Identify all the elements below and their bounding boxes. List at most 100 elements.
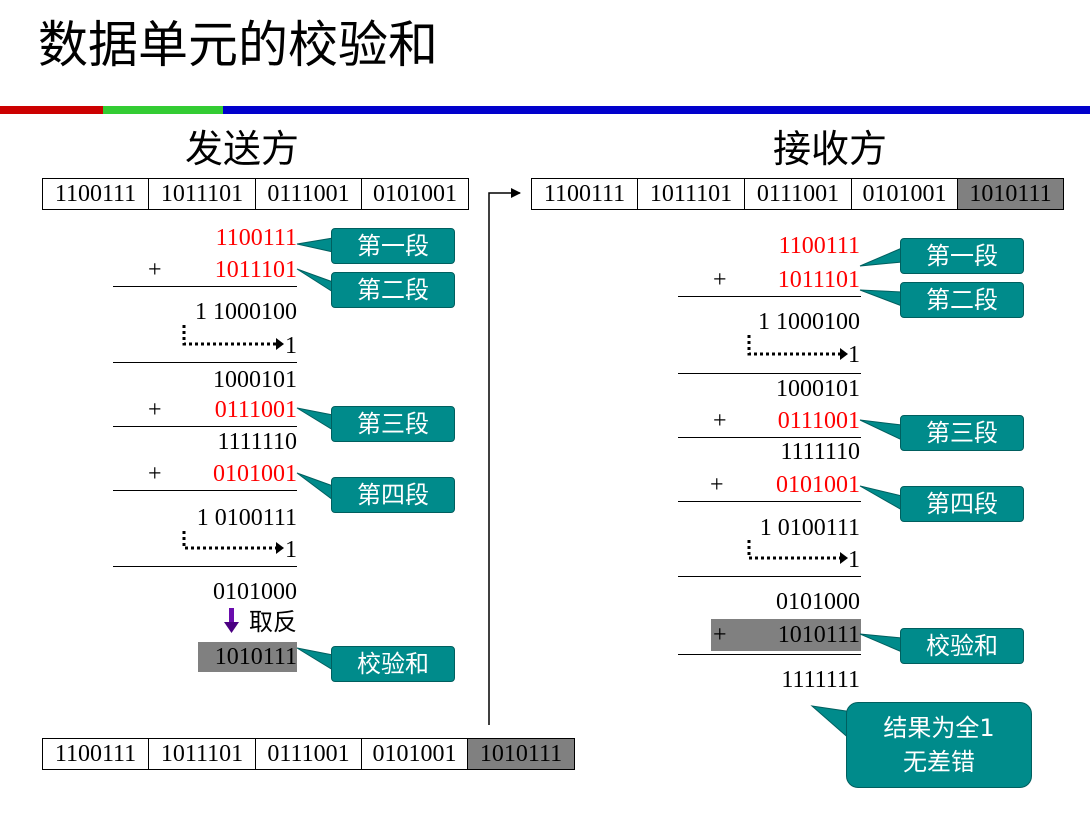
sum-rule — [678, 576, 861, 577]
sum-rule — [678, 654, 861, 655]
receiver-seg3: 0111001 — [777, 408, 860, 434]
result-callout: 结果为全1 无差错 — [846, 702, 1032, 788]
sum-rule — [113, 566, 297, 567]
plus-sign: + — [148, 397, 162, 423]
sum-rule — [678, 296, 861, 297]
checksum-cell: 1010111 — [958, 179, 1063, 209]
carry-arrow — [182, 531, 276, 550]
sender-carry1: 1 — [285, 333, 297, 359]
receiver-sum1: 1 1000100 — [758, 309, 860, 335]
sender-sum1: 1 1000100 — [195, 299, 297, 325]
sum-rule — [113, 426, 297, 427]
sender-seg4: 0101001 — [213, 461, 297, 487]
carry-arrowhead — [276, 542, 284, 554]
plus-sign: + — [713, 267, 727, 293]
callout-first-segment: 第一段 — [900, 238, 1024, 274]
receiver-res2: 0101000 — [776, 589, 860, 615]
checksum-highlight — [198, 642, 297, 672]
callout-pointer — [859, 247, 903, 267]
segment-cell: 1100111 — [43, 179, 149, 209]
sum-rule — [113, 490, 297, 491]
checksum-cell: 1010111 — [468, 739, 574, 769]
segment-cell: 0111001 — [256, 739, 362, 769]
receiver-final: 1111111 — [781, 667, 860, 693]
receiver-carry2: 1 — [848, 547, 860, 573]
callout-pointer — [859, 419, 903, 441]
sender-carry2: 1 — [285, 537, 297, 563]
segment-cell: 0101001 — [373, 181, 457, 207]
segment-cell: 1011101 — [638, 179, 745, 209]
callout-first-segment: 第一段 — [331, 228, 455, 264]
segment-cell: 1011101 — [149, 739, 256, 769]
receiver-sum3: 1 0100111 — [759, 515, 860, 541]
callout-second-segment: 第二段 — [331, 272, 455, 308]
sender-res1: 1000101 — [213, 367, 297, 393]
result-line-2: 无差错 — [903, 748, 975, 776]
callout-pointer — [296, 472, 334, 501]
carry-arrowhead — [840, 552, 848, 564]
callout-checksum: 校验和 — [331, 646, 455, 682]
callout-fourth-segment: 第四段 — [900, 486, 1024, 522]
callout-pointer — [296, 647, 334, 671]
carry-arrowhead — [276, 338, 284, 350]
callout-fourth-segment: 第四段 — [331, 477, 455, 513]
segment-cell: 1100111 — [532, 179, 638, 209]
sum-rule — [113, 286, 297, 287]
sender-output-row: 1100111 1011101 0111001 0101001 1010111 — [42, 738, 575, 770]
slide-title: 数据单元的校验和 — [38, 16, 438, 74]
receiver-segment-row: 1100111 1011101 0111001 0101001 1010111 — [531, 178, 1064, 210]
plus-sign: + — [148, 461, 162, 487]
plus-sign: + — [148, 257, 162, 283]
segment-cell: 1011101 — [149, 179, 256, 209]
invert-arrow-shaft — [229, 608, 234, 624]
sum-rule — [678, 501, 861, 502]
callout-pointer — [859, 289, 903, 307]
receiver-seg1: 1100111 — [778, 233, 860, 259]
sender-sum3: 1 0100111 — [196, 505, 297, 531]
callout-pointer — [296, 237, 334, 253]
receiver-checksum: 1010111 — [777, 622, 860, 648]
callout-pointer — [859, 633, 903, 653]
carry-arrow — [747, 335, 840, 356]
carry-arrowhead — [840, 348, 848, 360]
segment-cell: 1100111 — [43, 739, 149, 769]
receiver-res1: 1000101 — [776, 376, 860, 402]
callout-pointer — [859, 485, 903, 511]
title-bar-red — [0, 106, 103, 114]
carry-arrow — [182, 325, 276, 346]
sender-seg3: 0111001 — [214, 397, 297, 423]
sum-rule — [678, 437, 861, 438]
sum-rule — [113, 362, 297, 363]
invert-arrowhead — [224, 622, 239, 633]
sender-heading: 发送方 — [185, 127, 300, 171]
callout-second-segment: 第二段 — [900, 282, 1024, 318]
title-bar-green — [103, 106, 223, 114]
segment-cell: 0101001 — [852, 179, 958, 209]
sum-rule — [678, 373, 861, 374]
carry-arrow — [747, 540, 840, 560]
receiver-carry1: 1 — [848, 342, 860, 368]
sender-sum2: 1111110 — [217, 429, 297, 455]
sender-checksum: 1010111 — [214, 644, 297, 670]
plus-sign: + — [713, 408, 727, 434]
result-line-1: 结果为全1 — [883, 714, 995, 742]
checksum-highlight — [711, 619, 861, 651]
callout-third-segment: 第三段 — [900, 415, 1024, 451]
title-bar-blue — [223, 106, 1090, 114]
sender-invert-label: 取反 — [249, 608, 297, 636]
receiver-sum2: 1111110 — [780, 439, 860, 465]
transfer-arrow — [488, 188, 521, 725]
segment-cell: 0101001 — [362, 739, 468, 769]
callout-third-segment: 第三段 — [331, 406, 455, 442]
receiver-heading: 接收方 — [773, 127, 888, 171]
callout-pointer — [296, 407, 334, 431]
receiver-seg4: 0101001 — [776, 472, 860, 498]
plus-sign: + — [710, 472, 724, 498]
callout-checksum: 校验和 — [900, 628, 1024, 664]
sender-seg1: 1100111 — [215, 225, 297, 251]
sender-seg2: 1011101 — [214, 257, 297, 283]
segment-cell: 0111001 — [745, 179, 852, 209]
receiver-seg2: 1011101 — [777, 267, 860, 293]
sender-segment-row: 1100111 1011101 0111001 0101001 — [42, 178, 469, 210]
